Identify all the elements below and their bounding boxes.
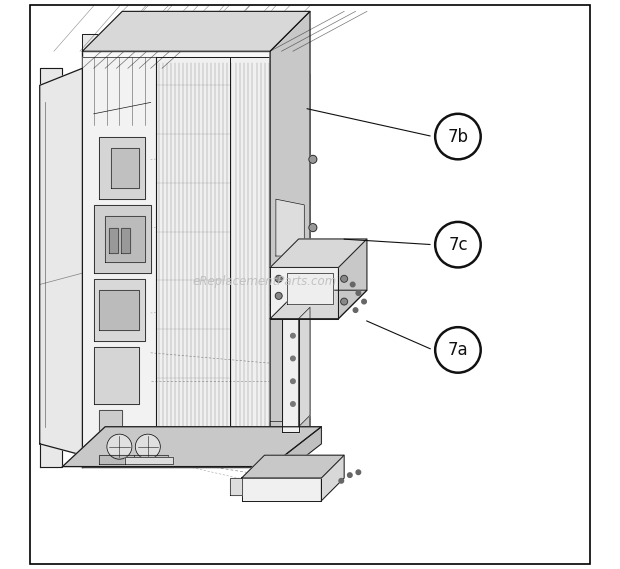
Polygon shape xyxy=(242,455,344,478)
Circle shape xyxy=(356,291,361,295)
Circle shape xyxy=(339,479,343,483)
Polygon shape xyxy=(99,290,140,330)
Circle shape xyxy=(341,275,348,282)
Polygon shape xyxy=(287,273,333,304)
Polygon shape xyxy=(105,216,145,262)
Circle shape xyxy=(356,470,361,475)
Polygon shape xyxy=(339,239,367,319)
Circle shape xyxy=(275,292,282,299)
Polygon shape xyxy=(321,455,344,501)
Polygon shape xyxy=(231,57,270,455)
Polygon shape xyxy=(94,205,151,273)
Circle shape xyxy=(309,292,317,300)
Circle shape xyxy=(275,275,282,282)
Text: 7c: 7c xyxy=(448,236,467,254)
Polygon shape xyxy=(270,319,281,421)
Circle shape xyxy=(107,434,132,459)
Circle shape xyxy=(291,379,295,384)
Circle shape xyxy=(309,224,317,232)
Polygon shape xyxy=(63,427,321,467)
Polygon shape xyxy=(82,57,156,455)
Circle shape xyxy=(435,327,480,373)
Text: 7a: 7a xyxy=(448,341,468,359)
Polygon shape xyxy=(99,455,134,464)
Polygon shape xyxy=(99,137,145,199)
Polygon shape xyxy=(94,279,145,341)
Circle shape xyxy=(291,402,295,406)
Polygon shape xyxy=(111,148,140,188)
Circle shape xyxy=(435,114,480,159)
Polygon shape xyxy=(99,410,122,450)
Text: eReplacementParts.com: eReplacementParts.com xyxy=(192,275,337,288)
Polygon shape xyxy=(299,307,310,427)
Polygon shape xyxy=(276,199,304,256)
Circle shape xyxy=(350,282,355,287)
Polygon shape xyxy=(270,267,339,319)
Polygon shape xyxy=(109,228,118,253)
Text: 7b: 7b xyxy=(448,127,469,146)
Polygon shape xyxy=(281,319,299,432)
Polygon shape xyxy=(40,68,82,455)
Polygon shape xyxy=(270,11,310,467)
Circle shape xyxy=(309,155,317,163)
Polygon shape xyxy=(94,347,140,404)
Polygon shape xyxy=(270,427,321,484)
Polygon shape xyxy=(156,57,231,455)
Polygon shape xyxy=(134,455,168,464)
Polygon shape xyxy=(82,11,310,51)
Polygon shape xyxy=(231,478,242,495)
Circle shape xyxy=(291,356,295,361)
Polygon shape xyxy=(270,57,310,427)
Circle shape xyxy=(348,473,352,477)
Polygon shape xyxy=(40,68,63,467)
Circle shape xyxy=(362,299,366,304)
Circle shape xyxy=(353,308,358,312)
Polygon shape xyxy=(82,34,270,51)
Circle shape xyxy=(341,298,348,305)
Polygon shape xyxy=(82,51,270,467)
Polygon shape xyxy=(242,478,321,501)
Polygon shape xyxy=(270,239,367,267)
Polygon shape xyxy=(120,228,130,253)
Circle shape xyxy=(435,222,480,267)
Circle shape xyxy=(135,434,161,459)
Polygon shape xyxy=(125,457,174,464)
Circle shape xyxy=(291,333,295,338)
Polygon shape xyxy=(270,290,367,319)
